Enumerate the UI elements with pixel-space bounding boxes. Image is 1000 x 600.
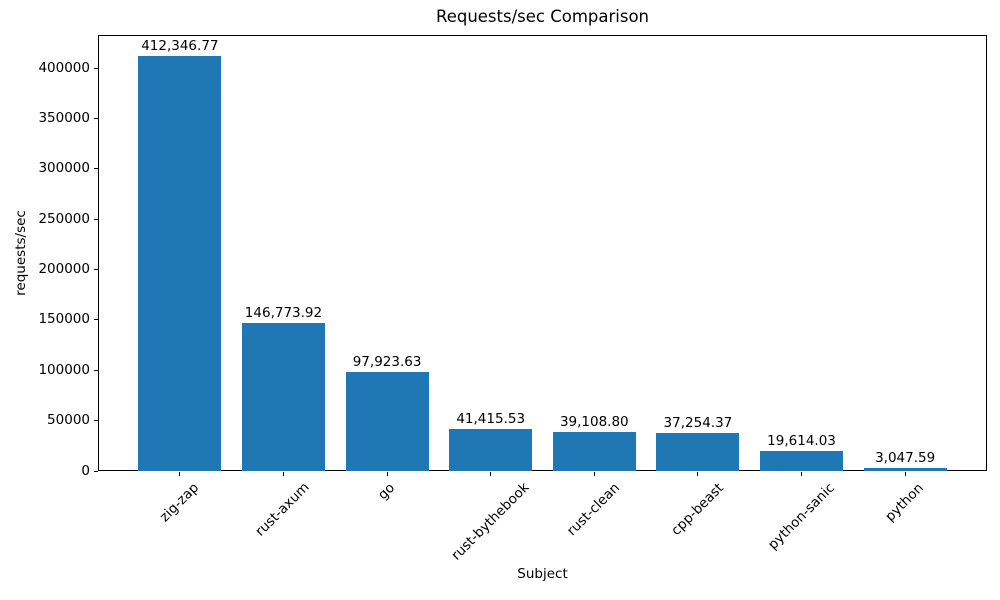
x-tick-label: cpp-beast (668, 479, 727, 539)
x-tick-mark (593, 472, 595, 476)
y-tick-mark (94, 369, 98, 371)
bar-value-label: 146,773.92 (244, 305, 323, 322)
y-tick-mark (94, 420, 98, 422)
y-tick-mark (94, 218, 98, 220)
bar-value-label: 37,254.37 (663, 415, 733, 432)
chart-title: Requests/sec Comparison (435, 7, 650, 26)
x-tick-mark (801, 472, 803, 476)
bar-python (863, 467, 947, 471)
bar-rust-bythebook (449, 429, 533, 471)
y-tick-mark (94, 67, 98, 69)
plot-area (98, 35, 987, 471)
y-tick-label: 50000 (47, 412, 90, 429)
x-tick-label: rust-bythebook (448, 479, 533, 564)
bar-value-label: 41,415.53 (456, 411, 526, 428)
y-tick-mark (94, 269, 98, 271)
x-tick-mark (386, 472, 388, 476)
y-tick-label: 150000 (38, 311, 90, 328)
y-tick-label: 400000 (38, 59, 90, 76)
y-tick-mark (94, 470, 98, 472)
x-tick-mark (179, 472, 181, 476)
bar-rust-axum (242, 323, 325, 471)
y-tick-mark (94, 118, 98, 120)
bar-value-label: 39,108.80 (559, 413, 629, 430)
x-tick-mark (697, 472, 699, 476)
x-tick-label: go (374, 479, 399, 504)
x-tick-label: rust-clean (564, 479, 624, 540)
y-tick-label: 0 (81, 462, 90, 479)
x-tick-mark (282, 472, 284, 476)
bar-cpp-beast (656, 433, 740, 471)
y-tick-label: 200000 (38, 261, 90, 278)
bar-go (345, 372, 429, 471)
bar-value-label: 3,047.59 (875, 449, 936, 466)
bar-value-label: 19,614.03 (767, 433, 836, 450)
x-tick-label: python-sanic (764, 479, 838, 553)
y-tick-label: 300000 (38, 160, 90, 177)
x-axis-label: Subject (517, 566, 568, 582)
y-tick-mark (94, 319, 98, 321)
bar-python-sanic (760, 451, 843, 471)
x-tick-label: python (882, 479, 927, 525)
bar-rust-clean (552, 431, 636, 471)
bar-zig-zap (138, 55, 222, 471)
x-tick-mark (904, 472, 906, 476)
y-tick-label: 100000 (38, 361, 90, 378)
y-tick-label: 350000 (38, 110, 90, 127)
bar-value-label: 412,346.77 (141, 37, 219, 54)
y-tick-mark (94, 168, 98, 170)
x-tick-label: rust-axum (252, 479, 314, 540)
x-tick-label: zig-zap (156, 479, 203, 526)
bar-value-label: 97,923.63 (352, 354, 422, 371)
y-tick-label: 250000 (38, 210, 90, 227)
x-tick-mark (490, 472, 492, 476)
